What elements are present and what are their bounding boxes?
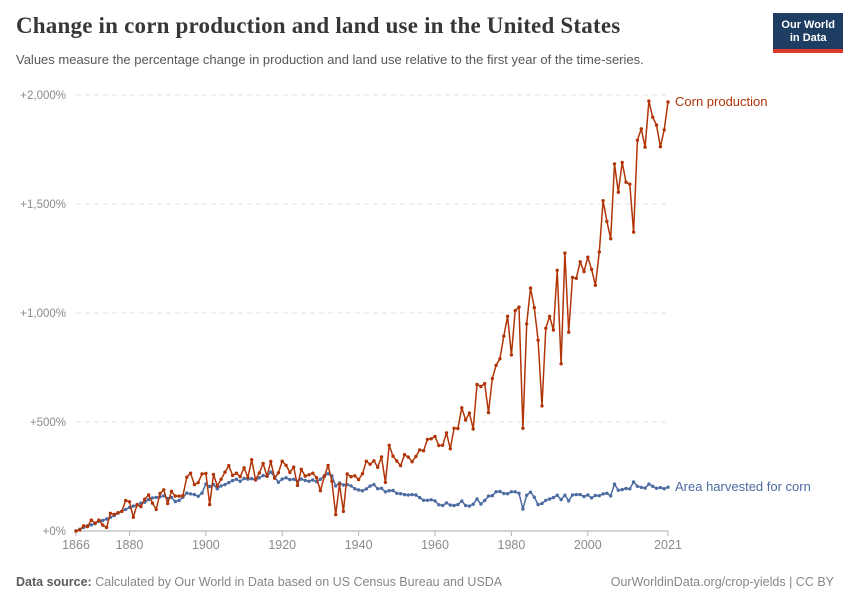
y-tick-label: +1,500%: [20, 199, 66, 211]
x-tick-label: 1880: [116, 538, 144, 552]
owid-logo-line1: Our World: [781, 19, 835, 31]
x-tick-label: 2021: [654, 538, 682, 552]
owid-logo: Our World in Data: [773, 13, 843, 53]
chart-canvas[interactable]: +0% +500% +1,000% +1,500% +2,000% 1866 1880 190…: [0, 80, 850, 558]
y-tick-label: +1,000%: [20, 308, 66, 320]
footer-separator: |: [789, 575, 793, 589]
x-tick-label: 1920: [268, 538, 296, 552]
y-tick-label: +0%: [43, 526, 66, 538]
x-tick-label: 1940: [345, 538, 373, 552]
page-title: Change in corn production and land use i…: [16, 13, 621, 38]
x-tick-label: 1866: [62, 538, 90, 552]
y-tick-label: +500%: [30, 417, 66, 429]
page-subtitle: Values measure the percentage change in …: [16, 52, 644, 67]
footer-license: CC BY: [795, 575, 834, 589]
x-tick-label: 1960: [421, 538, 449, 552]
x-tick-label: 1980: [498, 538, 526, 552]
corn-production-label[interactable]: Corn production: [675, 94, 768, 109]
area-harvested-for-corn-line: [75, 471, 669, 532]
area-harvested-for-corn-label[interactable]: Area harvested for corn: [675, 479, 811, 494]
data-source-label: Data source:: [16, 575, 92, 589]
footer-url[interactable]: OurWorldinData.org/crop-yields: [610, 575, 786, 589]
chart-footer: Data source: Calculated by Our World in …: [16, 575, 834, 589]
footer-link[interactable]: OurWorldinData.org/crop-yields | CC BY: [611, 575, 834, 589]
data-source-text: Calculated by Our World in Data based on…: [95, 575, 503, 589]
corn-production-series[interactable]: Corn production: [74, 94, 768, 533]
x-tick-label: 1900: [192, 538, 220, 552]
y-tick-label: +2,000%: [20, 90, 66, 102]
x-tick-label: 2000: [574, 538, 602, 552]
corn-production-line: [75, 100, 669, 532]
area-harvested-for-corn-series[interactable]: Area harvested for corn: [74, 470, 811, 533]
owid-logo-line2: in Data: [789, 32, 827, 44]
data-source-note: Data source: Calculated by Our World in …: [16, 575, 502, 589]
